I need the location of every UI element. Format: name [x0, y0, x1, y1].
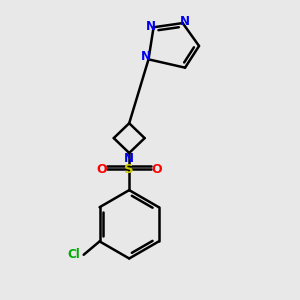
- Text: N: N: [140, 50, 151, 64]
- Text: N: N: [146, 20, 156, 33]
- Text: O: O: [152, 163, 162, 176]
- Text: S: S: [124, 163, 134, 176]
- Text: N: N: [179, 15, 190, 28]
- Text: O: O: [96, 163, 107, 176]
- Text: N: N: [124, 152, 134, 165]
- Text: Cl: Cl: [67, 248, 80, 261]
